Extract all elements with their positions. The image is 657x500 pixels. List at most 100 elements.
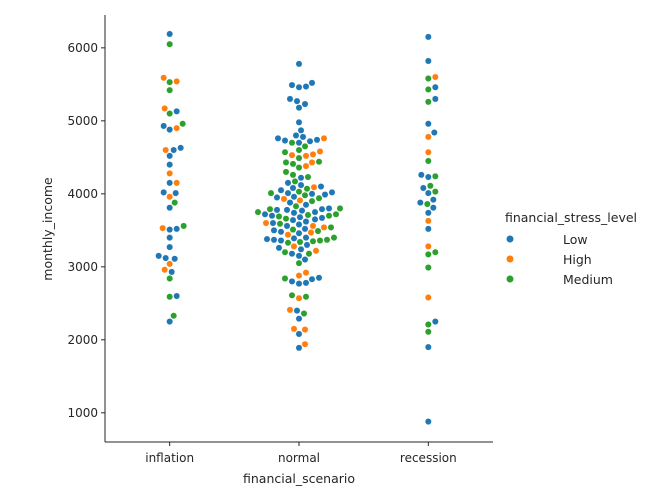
data-point-low: [295, 315, 303, 323]
data-point-low: [429, 196, 437, 204]
data-point-low: [295, 280, 303, 288]
data-point-low: [297, 181, 305, 189]
data-point-medium: [171, 199, 179, 206]
data-point-low: [172, 189, 180, 197]
data-point-low: [166, 234, 174, 242]
data-point-medium: [266, 205, 274, 213]
data-point-medium: [424, 328, 432, 336]
data-point-low: [274, 134, 282, 142]
data-point-medium: [292, 202, 300, 210]
data-point-high: [302, 269, 310, 277]
y-axis-title: monthly_income: [40, 177, 55, 281]
data-point-medium: [315, 194, 323, 202]
data-point-low: [424, 343, 432, 351]
data-point-high: [288, 151, 296, 159]
data-point-low: [431, 318, 439, 325]
data-point-medium: [170, 312, 178, 320]
data-point-low: [281, 137, 289, 144]
data-point-low: [160, 122, 168, 130]
data-point-medium: [295, 259, 303, 267]
data-point-low: [284, 179, 292, 187]
data-point-low: [299, 133, 307, 141]
data-point-low: [284, 189, 292, 197]
data-point-low: [328, 188, 336, 196]
data-point-medium: [282, 159, 290, 166]
data-point-low: [295, 229, 303, 237]
data-point-medium: [295, 164, 303, 171]
data-point-medium: [166, 86, 174, 94]
data-point-low: [173, 107, 181, 115]
data-point-low: [308, 275, 316, 283]
data-point-high: [316, 148, 324, 155]
data-point-low: [318, 214, 326, 222]
data-point-low: [275, 244, 283, 252]
data-point-low: [277, 237, 285, 244]
data-point-low: [290, 234, 298, 242]
data-point-medium: [267, 189, 275, 197]
data-point-medium: [304, 173, 312, 181]
data-point-high: [166, 193, 174, 201]
y-tick-label: 5000: [67, 114, 98, 128]
data-point-medium: [304, 211, 312, 219]
data-point-low: [170, 146, 178, 154]
data-point-low: [301, 256, 309, 263]
data-point-low: [162, 254, 170, 262]
data-point-medium: [424, 321, 432, 328]
data-point-medium: [288, 139, 296, 147]
data-point-low: [269, 219, 277, 227]
data-point-low: [302, 279, 310, 287]
data-point-high: [302, 152, 310, 160]
x-tick-label: recession: [400, 451, 457, 465]
y-ticks: 1000 2000 3000 4000 5000 6000: [67, 41, 105, 420]
data-point-low: [424, 225, 432, 233]
data-point-medium: [305, 250, 313, 258]
data-point-medium: [424, 98, 432, 106]
legend: financial_stress_level Low High Medium: [505, 210, 637, 287]
y-tick-label: 2000: [67, 333, 98, 347]
data-point-low: [311, 208, 319, 216]
data-point-medium: [424, 157, 432, 165]
data-point-low: [302, 234, 310, 242]
data-point-low: [166, 152, 174, 160]
data-point-low: [273, 206, 281, 214]
data-point-low: [431, 95, 439, 103]
data-point-low: [166, 30, 174, 38]
data-point-low: [313, 136, 321, 144]
data-point-medium: [296, 238, 304, 246]
data-point-high: [290, 242, 298, 250]
data-point-medium: [424, 264, 432, 271]
data-point-low: [288, 278, 296, 285]
y-tick-label: 1000: [67, 406, 98, 420]
data-point-low: [293, 97, 301, 105]
x-axis-title: financial_scenario: [243, 471, 355, 486]
data-point-low: [288, 250, 296, 258]
data-point-low: [424, 120, 432, 128]
data-point-medium: [302, 293, 310, 301]
data-point-high: [307, 229, 315, 236]
data-point-low: [293, 307, 301, 315]
data-point-medium: [289, 226, 297, 233]
data-point-low: [318, 205, 326, 213]
swarm-points: [155, 30, 439, 425]
data-point-medium: [289, 160, 297, 168]
data-point-low: [424, 209, 432, 217]
data-point-high: [296, 196, 304, 204]
data-point-medium: [327, 224, 335, 231]
legend-title: financial_stress_level: [505, 210, 637, 225]
data-point-low: [311, 215, 319, 223]
data-point-low: [261, 210, 269, 218]
data-point-medium: [282, 215, 290, 223]
data-point-low: [424, 189, 432, 197]
data-point-medium: [284, 239, 292, 247]
data-point-low: [308, 79, 316, 87]
data-point-medium: [275, 213, 283, 220]
data-point-low: [295, 252, 303, 260]
data-point-medium: [166, 78, 174, 86]
data-point-medium: [314, 227, 322, 235]
data-point-low: [302, 218, 310, 225]
data-point-high: [159, 224, 167, 232]
data-point-medium: [301, 191, 309, 199]
data-point-high: [173, 124, 181, 132]
data-point-low: [277, 186, 285, 194]
data-point-low: [166, 226, 174, 233]
